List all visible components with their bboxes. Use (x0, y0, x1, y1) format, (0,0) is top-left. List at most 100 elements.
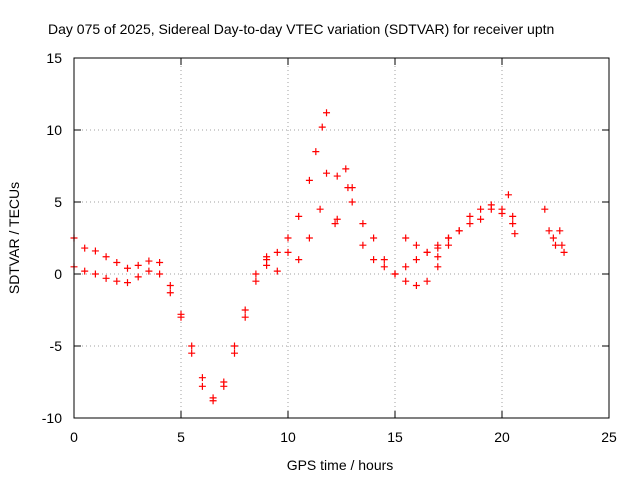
data-point (380, 263, 388, 271)
x-tick-label: 15 (387, 429, 403, 445)
grid-lines (74, 58, 609, 418)
data-point (284, 248, 292, 256)
data-point (198, 374, 206, 382)
x-axis-title: GPS time / hours (287, 457, 394, 473)
data-point (549, 234, 557, 242)
data-point (541, 205, 549, 213)
data-point (91, 247, 99, 255)
data-points (70, 109, 568, 405)
data-point (412, 241, 420, 249)
data-point (342, 165, 350, 173)
y-tick-label: 10 (46, 122, 62, 138)
data-point (511, 230, 519, 238)
data-point (156, 258, 164, 266)
data-point (273, 248, 281, 256)
data-point (188, 342, 196, 350)
data-point (113, 277, 121, 285)
data-point (412, 282, 420, 290)
data-point (177, 313, 185, 321)
data-point (295, 212, 303, 220)
data-point (402, 234, 410, 242)
data-point (134, 273, 142, 281)
data-point (487, 205, 495, 213)
y-tick-label: -5 (50, 338, 63, 354)
data-point (231, 342, 238, 350)
y-axis-title: SDTVAR / TECUs (6, 182, 22, 294)
data-point (318, 123, 326, 131)
data-point (434, 244, 442, 252)
data-point (402, 263, 410, 271)
data-point (466, 212, 474, 220)
data-point (434, 253, 442, 261)
satellite-track-D (263, 205, 324, 275)
data-point (209, 397, 217, 405)
data-point (113, 258, 121, 266)
data-point (145, 267, 153, 275)
data-point (434, 263, 442, 271)
y-tick-label: -10 (42, 410, 62, 426)
data-point (81, 267, 89, 275)
data-point (220, 382, 228, 390)
data-point (241, 313, 249, 321)
data-point (423, 277, 431, 285)
data-point (359, 220, 367, 228)
data-point (323, 109, 331, 117)
data-point (445, 234, 452, 242)
x-tick-label: 25 (601, 429, 617, 445)
data-point (331, 220, 339, 228)
plot-frame (73, 57, 610, 419)
data-point (312, 148, 320, 156)
data-point (509, 220, 517, 228)
satellite-track-C (252, 109, 331, 278)
data-point (552, 241, 559, 249)
y-tick-label: 15 (46, 50, 62, 66)
data-point (498, 205, 506, 213)
data-point (263, 261, 271, 269)
data-point (558, 241, 566, 249)
data-point (359, 241, 367, 249)
x-tick-label: 10 (280, 429, 296, 445)
data-point (188, 349, 196, 357)
data-point (423, 248, 431, 256)
data-point (316, 205, 324, 213)
data-point (545, 227, 553, 235)
data-point (348, 198, 356, 206)
data-point (166, 282, 174, 290)
data-point (231, 349, 238, 357)
data-point (81, 244, 89, 252)
data-point (273, 267, 281, 275)
data-point (134, 261, 142, 269)
data-point (509, 212, 517, 220)
satellite-track-I (331, 184, 568, 256)
data-point (166, 289, 174, 297)
data-point (124, 264, 131, 272)
data-point (252, 277, 260, 285)
data-point (102, 253, 110, 261)
data-point (380, 256, 388, 264)
data-point (402, 277, 410, 285)
data-point (348, 184, 356, 192)
data-point (391, 270, 399, 278)
x-tick-label: 20 (494, 429, 510, 445)
y-tick-label: 5 (54, 194, 62, 210)
data-point (284, 234, 292, 242)
satellite-track-B (70, 263, 249, 405)
data-point (252, 270, 260, 278)
satellite-track-H (434, 205, 517, 252)
data-point (198, 382, 206, 390)
data-point (560, 248, 568, 256)
chart-title: Day 075 of 2025, Sidereal Day-to-day VTE… (48, 21, 554, 37)
data-point (241, 306, 249, 314)
y-tick-label: 0 (54, 266, 62, 282)
data-point (556, 227, 564, 235)
data-point (333, 215, 341, 223)
data-point (477, 205, 485, 213)
data-point (145, 257, 153, 265)
data-point (124, 279, 131, 287)
data-point (333, 172, 341, 180)
data-point (370, 234, 378, 242)
data-point (370, 256, 378, 264)
data-point (445, 241, 452, 249)
data-point (455, 227, 463, 235)
